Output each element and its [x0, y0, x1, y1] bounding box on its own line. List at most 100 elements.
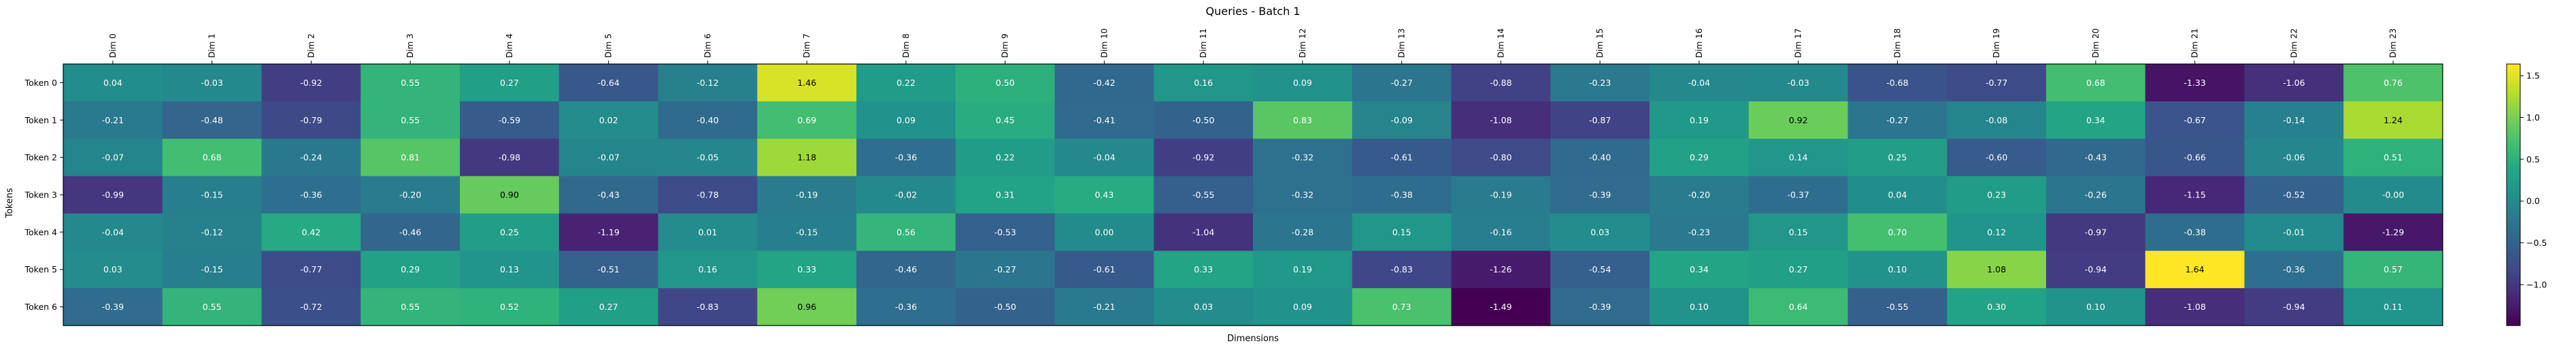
heatmap-cell: [1451, 251, 1551, 289]
heatmap-cell: [1847, 64, 1947, 102]
colorbar-segment: [2507, 185, 2520, 187]
colorbar-segment: [2507, 135, 2520, 137]
heatmap-cell: [558, 138, 659, 177]
colorbar-segment: [2507, 241, 2520, 243]
colorbar-segment: [2507, 286, 2520, 288]
heatmap-cell: [63, 101, 163, 140]
heatmap-cell: [658, 213, 758, 251]
cell-value-label: 0.50: [996, 78, 1015, 88]
heatmap-cell: [1352, 101, 1452, 140]
heatmap-cell: [658, 176, 758, 215]
colorbar-segment: [2507, 144, 2520, 146]
colorbar-segment: [2507, 230, 2520, 232]
cell-value-label: 0.12: [1987, 227, 2006, 237]
colorbar-segment: [2507, 78, 2520, 80]
colorbar-segment: [2507, 301, 2520, 303]
cell-value-labels: 0.04 -0.03 -0.92 0.55 0.27 -0.64 -0.12 1.46 0.22…: [102, 78, 2405, 312]
heatmap-cell: [2046, 101, 2146, 140]
heatmap-cell: [757, 213, 857, 251]
heatmap-cell: [2244, 288, 2344, 326]
heatmap-cell: [856, 101, 956, 140]
heatmap-cell: [361, 138, 461, 177]
cell-value-label: -1.06: [2283, 78, 2305, 88]
cell-value-label: -0.43: [2085, 153, 2107, 163]
cell-value-label: -0.39: [102, 302, 124, 312]
colorbar-segment: [2507, 155, 2520, 157]
heatmap-cell: [460, 138, 560, 177]
cell-value-label: -0.94: [2283, 302, 2305, 312]
colorbar-segment: [2507, 136, 2520, 138]
cell-value-label: -0.04: [1688, 78, 1710, 88]
cell-value-label: 0.16: [1194, 78, 1213, 88]
colorbar-segment: [2507, 236, 2520, 238]
cell-value-label: -0.06: [2283, 153, 2305, 163]
cell-value-label: 0.34: [1690, 264, 1709, 274]
cell-value-label: 0.10: [2086, 302, 2105, 312]
heatmap-cell: [2244, 101, 2344, 140]
heatmap-cell: [361, 251, 461, 289]
cell-value-label: -0.32: [1292, 190, 1314, 200]
colorbar-segment: [2507, 166, 2520, 168]
cell-value-label: -0.12: [697, 78, 718, 88]
cell-value-label: 0.90: [500, 190, 519, 200]
heatmap-cell: [1054, 176, 1154, 215]
heatmap-cell: [2145, 213, 2245, 251]
colorbar-segment: [2507, 219, 2520, 221]
cell-value-label: 1.18: [797, 153, 816, 163]
colorbar-segment: [2507, 204, 2520, 206]
colorbar-segment: [2507, 68, 2520, 70]
x-tick-labels: Dim 0 Dim 1 Dim 2 Dim 3 Dim 4 Dim 5 Dim 6 Dim 7…: [108, 29, 2398, 64]
heatmap-cell: [2145, 176, 2245, 215]
heatmap-cell: [1451, 288, 1551, 326]
colorbar-segment: [2507, 260, 2520, 262]
colorbar-segment: [2507, 75, 2520, 77]
colorbar-segment: [2507, 168, 2520, 170]
cell-value-label: -0.39: [1589, 302, 1611, 312]
cell-value-label: 1.08: [1987, 264, 2006, 274]
heatmap-cell: [1253, 101, 1353, 140]
cell-value-label: -0.52: [2283, 190, 2305, 200]
heatmap-cell: [1154, 64, 1254, 102]
colorbar-segment: [2507, 138, 2520, 140]
cell-value-label: 0.10: [1888, 264, 1907, 274]
cell-value-label: 0.64: [1789, 302, 1808, 312]
cell-value-label: 0.25: [1888, 153, 1907, 163]
heatmap-cell: [1947, 138, 2047, 177]
colorbar-segment: [2507, 283, 2520, 285]
cell-value-label: -0.03: [201, 78, 222, 88]
colorbar-segment: [2507, 270, 2520, 272]
colorbar-segment: [2507, 150, 2520, 152]
heatmap-cell: [558, 213, 659, 251]
x-tick-label: Dim 22: [2289, 29, 2298, 58]
heatmap-cell: [2343, 176, 2443, 215]
x-tick-label: Dim 14: [1496, 29, 1505, 58]
heatmap-cell: [1748, 64, 1849, 102]
heatmap-cell: [1748, 138, 1849, 177]
heatmap-cell: [856, 251, 956, 289]
heatmap-cell: [1154, 213, 1254, 251]
colorbar-segment: [2507, 143, 2520, 145]
colorbar-segment: [2507, 89, 2520, 91]
heatmap-cell: [261, 101, 361, 140]
heatmap-cell: [2046, 213, 2146, 251]
cell-value-label: 0.03: [1194, 302, 1213, 312]
cell-value-label: -0.51: [597, 264, 619, 274]
heatmap-cell: [658, 138, 758, 177]
cell-value-label: -1.49: [1490, 302, 1511, 312]
colorbar-segment: [2507, 170, 2520, 172]
cell-value-label: -0.61: [1093, 264, 1115, 274]
colorbar-tick-label: −1.0: [2526, 279, 2547, 289]
colorbar-segment: [2507, 234, 2520, 236]
cell-value-label: 1.46: [797, 78, 816, 88]
heatmap-cell: [2145, 101, 2245, 140]
colorbar-segment: [2507, 244, 2520, 246]
cell-value-label: -0.39: [1589, 190, 1611, 200]
cell-value-label: -0.67: [2184, 115, 2205, 125]
heatmap-cell: [1947, 101, 2047, 140]
colorbar-segment: [2507, 238, 2520, 240]
colorbar-segment: [2507, 84, 2520, 86]
colorbar-segment: [2507, 237, 2520, 239]
heatmap-cell: [2244, 176, 2344, 215]
heatmap-cell: [856, 288, 956, 326]
colorbar-segment: [2507, 161, 2520, 163]
